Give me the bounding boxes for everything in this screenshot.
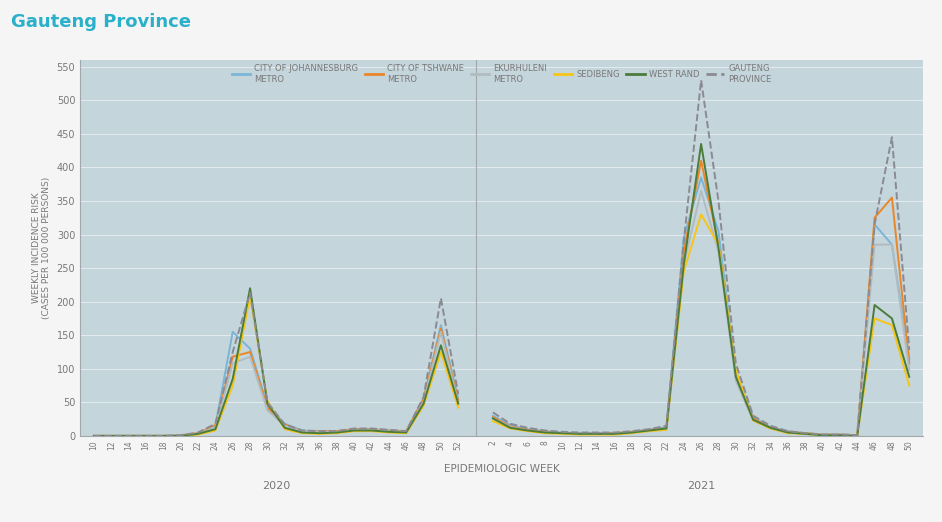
Y-axis label: WEEKLY INCIDENCE RISK
(CASES PER 100 000 PERSONS): WEEKLY INCIDENCE RISK (CASES PER 100 000… [32,177,51,319]
Legend: CITY OF JOHANNESBURG
METRO, CITY OF TSHWANE
METRO, EKURHULENI
METRO, SEDIBENG, W: CITY OF JOHANNESBURG METRO, CITY OF TSHW… [232,64,771,84]
Text: Gauteng Province: Gauteng Province [11,13,191,31]
Text: 2021: 2021 [687,481,715,491]
X-axis label: EPIDEMIOLOGIC WEEK: EPIDEMIOLOGIC WEEK [444,465,560,474]
Text: 2020: 2020 [262,481,290,491]
